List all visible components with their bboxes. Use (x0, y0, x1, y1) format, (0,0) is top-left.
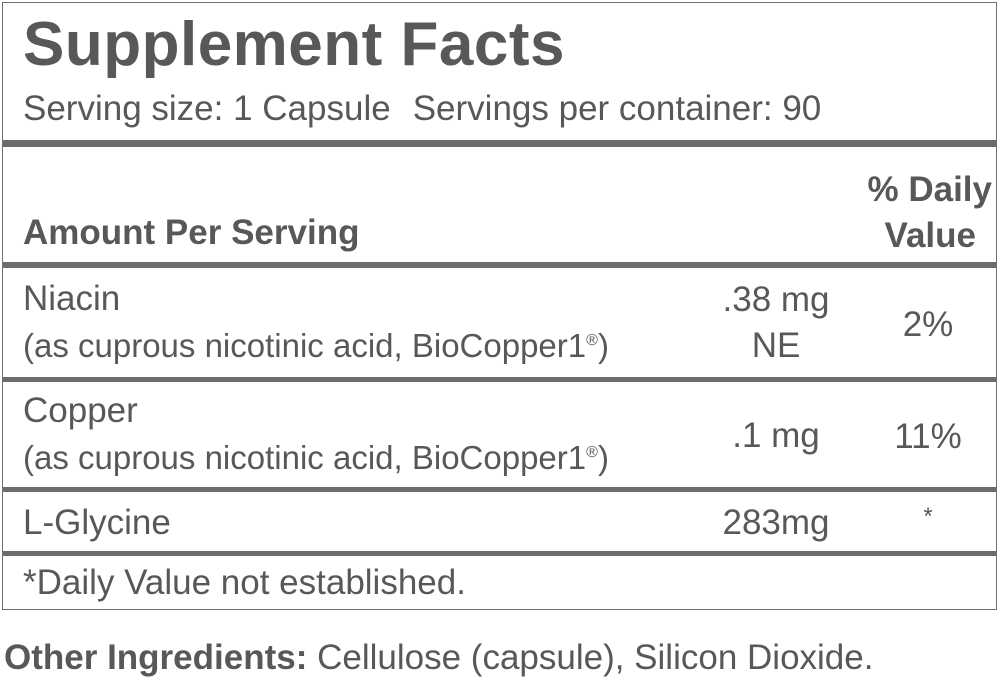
source-text: (as cuprous nicotinic acid, BioCopper1 (23, 327, 587, 364)
nutrient-amount: .1 mg (732, 416, 820, 455)
nutrient-name: Niacin (23, 279, 121, 318)
divider (3, 487, 996, 492)
nutrient-source: (as cuprous nicotinic acid, BioCopper1®) (23, 327, 609, 365)
amount-line1: .38 mg (722, 280, 830, 319)
nutrient-daily-value: 2% (902, 305, 954, 344)
divider (3, 262, 996, 268)
registered-mark: ® (586, 332, 598, 349)
nutrient-daily-value: 11% (894, 417, 962, 456)
other-ingredients-value: Cellulose (capsule), Silicon Dioxide. (307, 638, 874, 677)
nutrient-daily-value: * (923, 503, 933, 530)
serving-info: Serving size: 1 Capsule Servings per cont… (23, 89, 821, 129)
other-ingredients: Other Ingredients: Cellulose (capsule), … (4, 638, 873, 678)
source-text: (as cuprous nicotinic acid, BioCopper1 (23, 439, 587, 476)
registered-mark: ® (586, 444, 598, 461)
nutrient-name: Copper (23, 391, 138, 430)
daily-value-header-line1: % Daily (867, 170, 993, 209)
daily-value-header-line2: Value (884, 216, 976, 255)
other-ingredients-label: Other Ingredients: (4, 638, 308, 677)
daily-value-header: % Daily Value (868, 167, 993, 259)
servings-per-container: Servings per container: 90 (412, 89, 822, 128)
nutrient-amount: .38 mg NE (691, 277, 861, 369)
footnote: *Daily Value not established. (23, 563, 466, 602)
nutrient-name: L-Glycine (23, 503, 171, 542)
supplement-facts-panel: Supplement Facts Serving size: 1 Capsule… (2, 2, 997, 610)
divider-thick (3, 140, 996, 147)
nutrient-source: (as cuprous nicotinic acid, BioCopper1®) (23, 439, 609, 477)
amount-per-serving-header: Amount Per Serving (23, 213, 360, 252)
source-end: ) (597, 327, 609, 364)
divider (3, 377, 996, 382)
nutrient-amount: 283mg (722, 503, 830, 542)
source-end: ) (597, 439, 609, 476)
panel-title: Supplement Facts (23, 10, 565, 79)
serving-size: Serving size: 1 Capsule (23, 89, 391, 128)
amount-line2: NE (751, 326, 801, 365)
divider (3, 551, 996, 556)
